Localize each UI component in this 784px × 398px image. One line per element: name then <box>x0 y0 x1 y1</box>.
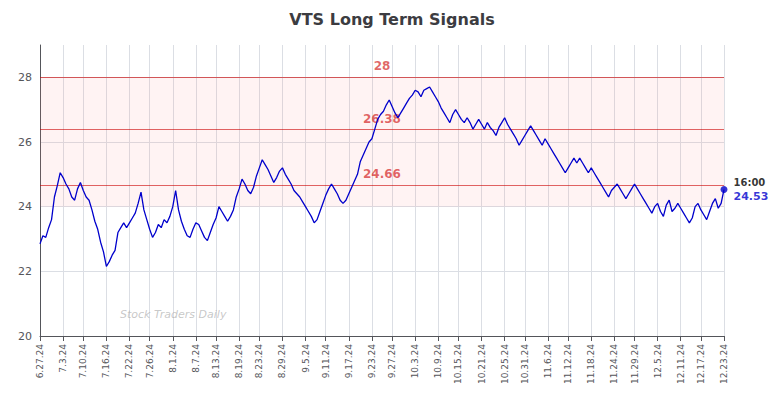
svg-text:12.5.24: 12.5.24 <box>653 344 663 379</box>
svg-text:10.31.24: 10.31.24 <box>520 344 530 384</box>
svg-text:9.23.24: 9.23.24 <box>367 344 377 379</box>
svg-text:24: 24 <box>18 200 32 213</box>
svg-text:9.11.24: 9.11.24 <box>321 344 331 379</box>
svg-text:12.23.24: 12.23.24 <box>719 344 729 384</box>
svg-text:9.17.24: 9.17.24 <box>344 344 354 379</box>
svg-text:20: 20 <box>18 330 32 343</box>
svg-text:8.23.24: 8.23.24 <box>254 344 264 379</box>
svg-text:10.15.24: 10.15.24 <box>453 344 463 384</box>
svg-text:7.26.24: 7.26.24 <box>145 344 155 379</box>
svg-text:11.29.24: 11.29.24 <box>630 344 640 384</box>
svg-text:VTS Long Term Signals: VTS Long Term Signals <box>289 10 494 29</box>
svg-text:9.27.24: 9.27.24 <box>387 344 397 379</box>
svg-text:11.18.24: 11.18.24 <box>586 344 596 384</box>
svg-text:7.22.24: 7.22.24 <box>124 344 134 379</box>
svg-text:8.7.24: 8.7.24 <box>191 344 201 373</box>
svg-text:8.29.24: 8.29.24 <box>277 344 287 379</box>
svg-text:16:00: 16:00 <box>734 177 766 188</box>
svg-text:11.24.24: 11.24.24 <box>609 344 619 384</box>
svg-text:26.38: 26.38 <box>363 111 401 126</box>
svg-text:26: 26 <box>18 136 32 149</box>
svg-text:6.27.24: 6.27.24 <box>35 344 45 379</box>
svg-text:22: 22 <box>18 265 32 278</box>
svg-text:11.12.24: 11.12.24 <box>563 344 573 384</box>
svg-text:12.11.24: 12.11.24 <box>676 344 686 384</box>
svg-text:10.25.24: 10.25.24 <box>500 344 510 384</box>
svg-text:Stock Traders Daily: Stock Traders Daily <box>120 308 227 321</box>
svg-text:11.6.24: 11.6.24 <box>543 344 553 379</box>
svg-text:28: 28 <box>18 71 32 84</box>
svg-text:7.3.24: 7.3.24 <box>58 344 68 373</box>
svg-text:9.5.24: 9.5.24 <box>301 344 311 373</box>
svg-text:8.19.24: 8.19.24 <box>234 344 244 379</box>
svg-text:28: 28 <box>374 59 391 73</box>
svg-text:24.53: 24.53 <box>734 190 769 203</box>
svg-text:10.3.24: 10.3.24 <box>410 344 420 379</box>
svg-text:12.17.24: 12.17.24 <box>696 344 706 384</box>
svg-text:24.66: 24.66 <box>363 167 401 181</box>
svg-text:7.16.24: 7.16.24 <box>101 344 111 379</box>
svg-text:8.13.24: 8.13.24 <box>211 344 221 379</box>
svg-text:10.21.24: 10.21.24 <box>477 344 487 384</box>
svg-text:7.10.24: 7.10.24 <box>78 344 88 379</box>
svg-text:8.1.24: 8.1.24 <box>168 344 178 373</box>
svg-text:10.9.24: 10.9.24 <box>433 344 443 379</box>
